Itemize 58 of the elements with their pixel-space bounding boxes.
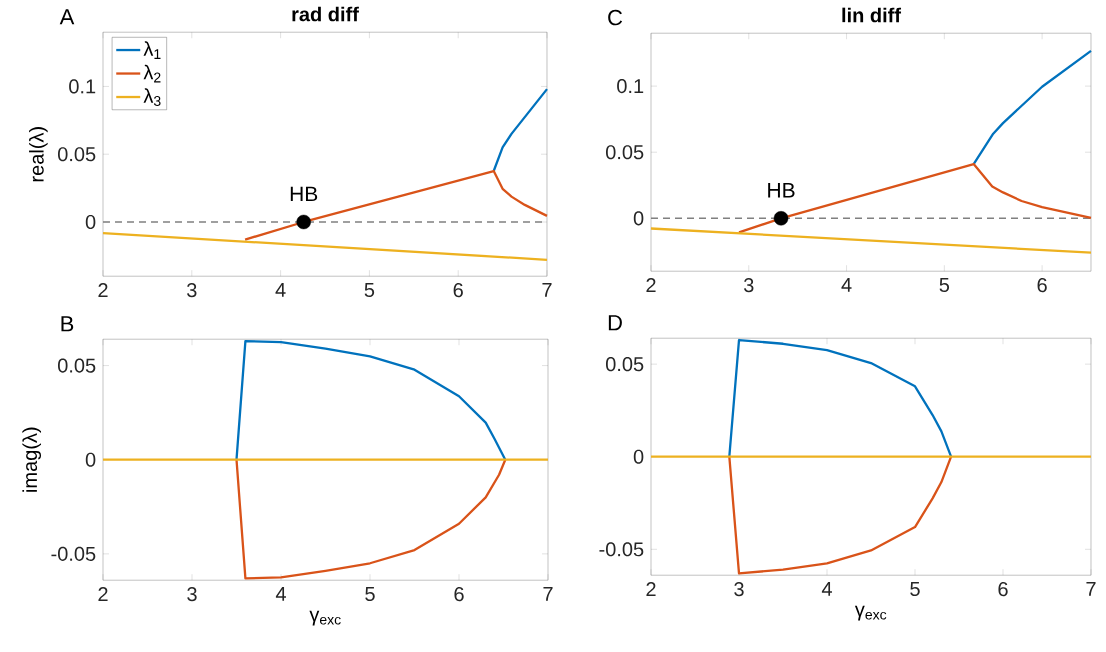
line-series xyxy=(728,338,953,458)
chart-title: lin diff xyxy=(842,7,902,23)
x-tick-label: 4 xyxy=(275,282,286,297)
y-tick-label: 0 xyxy=(85,452,96,467)
x-axis-title: γ$_{exc}$ xyxy=(309,610,341,626)
y-axis-title: real(λ) xyxy=(29,127,48,182)
x-tick-label: 3 xyxy=(743,277,754,293)
x-tick-label: 7 xyxy=(542,282,552,297)
x-tick-label: 5 xyxy=(910,581,920,596)
y-tick-label: 0 xyxy=(633,211,644,226)
y-tick-label: -0.05 xyxy=(51,546,96,561)
x-tick-label: 6 xyxy=(454,586,464,602)
x-tick-label: 3 xyxy=(187,586,197,602)
y-tick-label: 0.05 xyxy=(58,358,96,373)
line-series xyxy=(243,169,549,241)
x-tick-label: 4 xyxy=(821,581,832,596)
y-tick-label: -0.05 xyxy=(599,542,644,557)
x-tick-label: 4 xyxy=(841,277,852,292)
x-tick-label: 3 xyxy=(734,581,744,597)
x-tick-label: 7 xyxy=(1086,581,1096,596)
line-series xyxy=(728,455,953,575)
x-tick-label: 5 xyxy=(364,282,375,297)
x-tick-label: 5 xyxy=(939,277,950,292)
text: A xyxy=(59,9,75,25)
chart-title: rad diff xyxy=(292,6,359,22)
annotation: HB xyxy=(768,182,795,198)
x-tick-label: 6 xyxy=(998,581,1008,597)
legend-label: λ$_{2}$ xyxy=(143,64,161,83)
y-tick-label: 0 xyxy=(85,214,96,229)
x-tick-label: 7 xyxy=(543,586,553,601)
annotation: HB xyxy=(290,186,318,202)
legend-label: λ$_{1}$ xyxy=(143,41,161,59)
x-tick-label: 2 xyxy=(646,277,656,292)
x-tick-label: 2 xyxy=(98,586,108,601)
y-tick-label: 0.05 xyxy=(58,147,96,162)
x-tick-label: 2 xyxy=(646,581,656,596)
line-series xyxy=(972,49,1093,166)
y-tick-label: 0.1 xyxy=(617,78,644,94)
legend-label: λ$_{3}$ xyxy=(143,88,161,106)
text: B xyxy=(61,316,74,332)
line-series xyxy=(235,458,507,580)
y-tick-label: 0.1 xyxy=(69,79,96,94)
line-series xyxy=(737,162,1093,234)
y-tick-label: 0.05 xyxy=(606,145,644,160)
line-series xyxy=(235,339,507,461)
x-tick-label: 6 xyxy=(453,282,463,298)
text: C xyxy=(608,9,623,26)
x-tick-label: 4 xyxy=(275,586,286,601)
y-tick-label: 0 xyxy=(633,449,644,464)
x-tick-label: 3 xyxy=(187,282,197,298)
line-series xyxy=(492,87,549,173)
x-tick-label: 6 xyxy=(1037,277,1047,293)
y-tick-label: 0.05 xyxy=(606,356,644,372)
x-tick-label: 2 xyxy=(98,282,108,297)
x-tick-label: 5 xyxy=(365,586,375,601)
text: D xyxy=(608,315,622,331)
x-axis-title: γ$_{exc}$ xyxy=(854,605,887,621)
y-axis-title: imag(λ) xyxy=(22,427,42,492)
